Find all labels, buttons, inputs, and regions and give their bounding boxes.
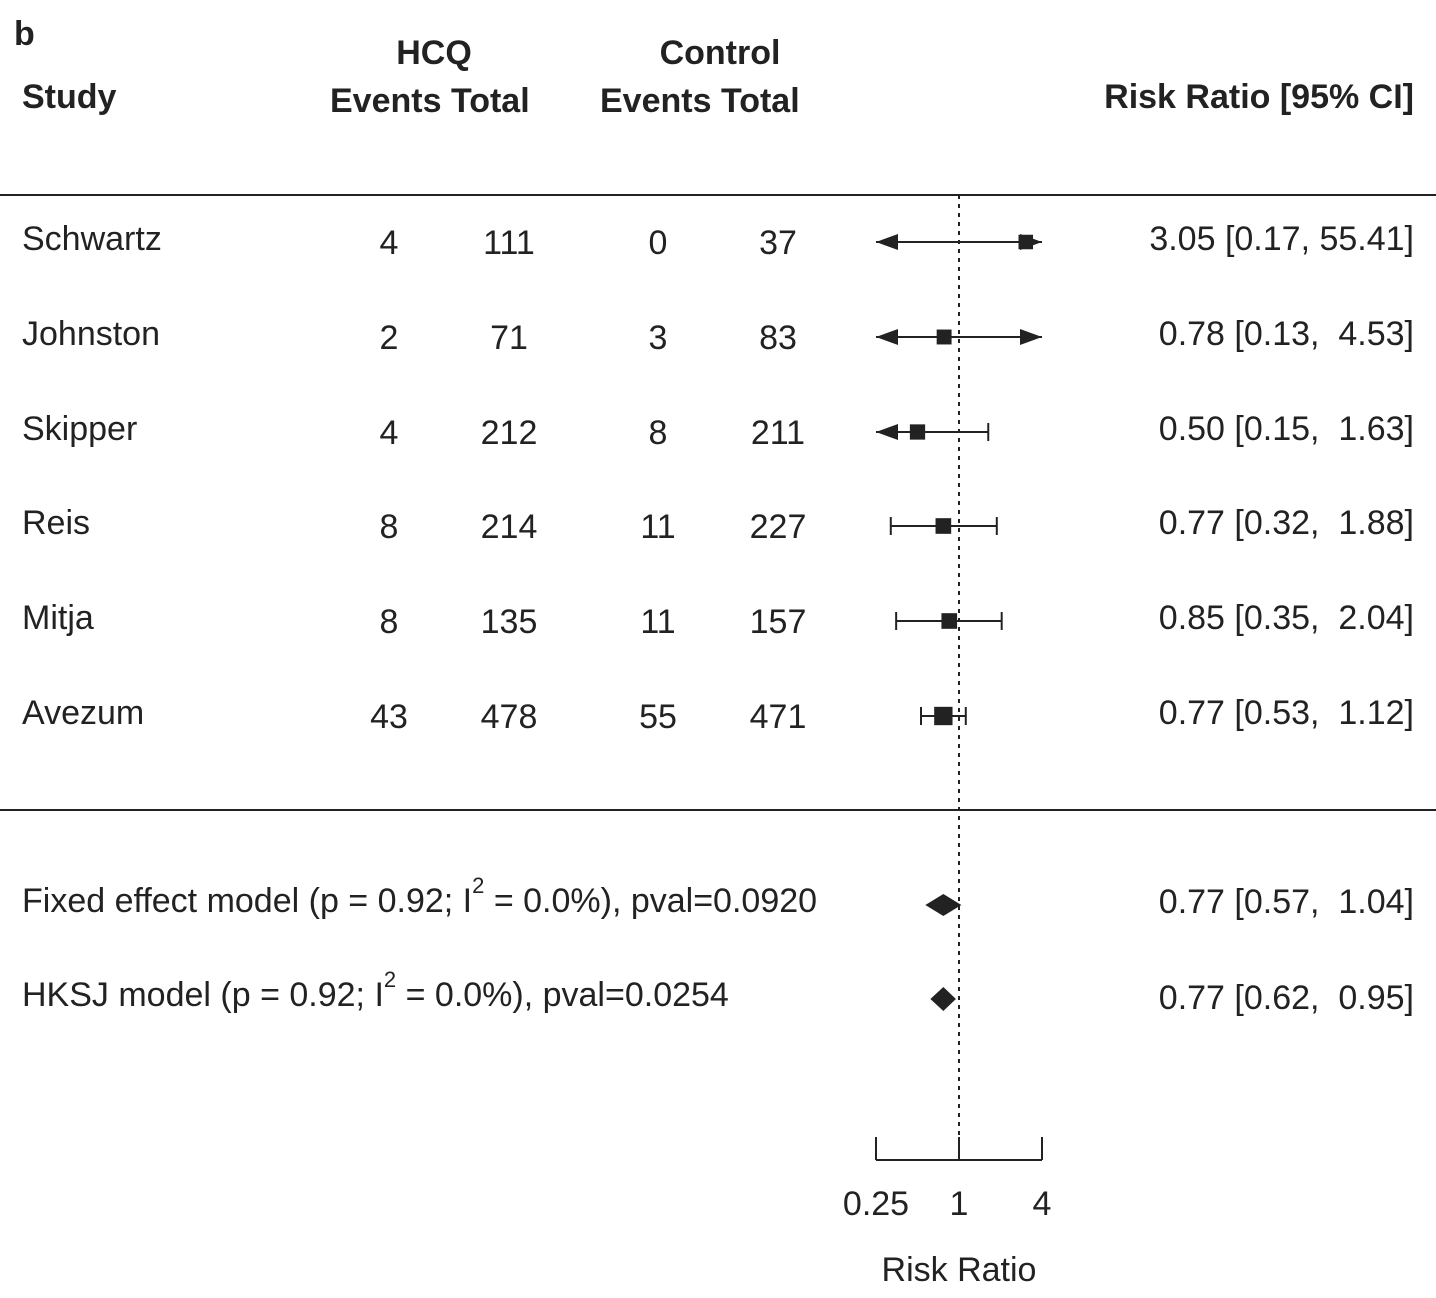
risk-ratio-ci: 0.77 [0.53, 1.12] — [1158, 694, 1414, 732]
control-total: 227 — [749, 508, 807, 546]
control-total: 37 — [759, 224, 797, 262]
header-control-group: Control — [659, 34, 781, 72]
hcq-total: 135 — [480, 603, 538, 641]
control-events: 11 — [640, 603, 676, 641]
point-estimate-square — [909, 424, 926, 440]
study-name: Mitja — [22, 599, 94, 637]
hcq-events: 4 — [379, 224, 399, 262]
risk-ratio-ci: 0.85 [0.35, 2.04] — [1158, 599, 1414, 637]
point-estimate-square — [936, 329, 952, 345]
ci-arrow-right — [1020, 329, 1042, 345]
ci-arrow-left — [876, 329, 898, 345]
hcq-total: 111 — [483, 224, 535, 262]
model-label-text: = 0.0%), pval=0.0254 — [396, 976, 729, 1014]
pooled-estimate-diamond — [930, 987, 956, 1011]
fixed-effect-model-label: Fixed effect model (p = 0.92; I2 = 0.0%)… — [22, 875, 818, 921]
hcq-events: 2 — [379, 319, 399, 357]
model-label-superscript: 2 — [383, 967, 397, 992]
header-study: Study — [22, 78, 117, 116]
ci-arrow-left — [876, 424, 898, 440]
study-name: Reis — [22, 504, 91, 542]
control-events: 11 — [640, 508, 676, 546]
control-events: 0 — [648, 224, 668, 262]
model-label-text: = 0.0%), pval=0.0920 — [484, 882, 818, 920]
header-control-columns: Events Total — [600, 82, 800, 120]
control-events: 55 — [639, 698, 677, 736]
point-estimate-square — [1018, 234, 1034, 250]
control-total: 211 — [750, 414, 806, 452]
risk-ratio-ci: 0.50 [0.15, 1.63] — [1158, 410, 1414, 448]
hcq-total: 212 — [480, 414, 538, 452]
point-estimate-square — [935, 518, 952, 534]
x-tick-label: 1 — [949, 1185, 969, 1223]
risk-ratio-ci: 0.78 [0.13, 4.53] — [1158, 315, 1414, 353]
model-label-text: HKSJ model (p = 0.92; I — [22, 976, 384, 1014]
risk-ratio-ci: 0.77 [0.32, 1.88] — [1158, 504, 1414, 542]
fixed-effect-ci: 0.77 [0.57, 1.04] — [1158, 883, 1414, 921]
header-risk-ratio: Risk Ratio [95% CI] — [1104, 78, 1414, 116]
hcq-total: 71 — [490, 319, 528, 357]
study-name: Schwartz — [22, 220, 162, 258]
control-total: 471 — [749, 698, 807, 736]
control-events: 8 — [648, 414, 668, 452]
control-total: 83 — [759, 319, 797, 357]
control-total: 157 — [749, 603, 807, 641]
model-label-text: Fixed effect model (p = 0.92; I — [22, 882, 473, 920]
hcq-events: 4 — [379, 414, 399, 452]
x-tick-label: 0.25 — [842, 1185, 910, 1223]
header-hcq-columns: Events Total — [330, 82, 530, 120]
x-axis-title: Risk Ratio — [881, 1251, 1037, 1289]
study-name: Avezum — [22, 694, 145, 732]
hcq-events: 8 — [379, 603, 399, 641]
hcq-events: 8 — [379, 508, 399, 546]
header-hcq-group: HCQ — [396, 34, 472, 72]
hcq-total: 214 — [480, 508, 538, 546]
hcq-events: 43 — [370, 698, 408, 736]
model-label-superscript: 2 — [472, 873, 485, 898]
hksj-model-label: HKSJ model (p = 0.92; I2 = 0.0%), pval=0… — [22, 969, 729, 1015]
hcq-total: 478 — [480, 698, 538, 736]
panel-label: b — [14, 15, 35, 53]
study-name: Skipper — [22, 410, 138, 448]
ci-arrow-left — [876, 234, 898, 250]
control-events: 3 — [648, 319, 668, 357]
point-estimate-square — [934, 706, 953, 726]
risk-ratio-ci: 3.05 [0.17, 55.41] — [1149, 220, 1414, 258]
point-estimate-square — [941, 613, 958, 629]
hksj-ci: 0.77 [0.62, 0.95] — [1158, 979, 1414, 1017]
study-name: Johnston — [22, 315, 160, 353]
x-tick-label: 4 — [1032, 1185, 1052, 1223]
pooled-estimate-diamond — [925, 894, 962, 916]
